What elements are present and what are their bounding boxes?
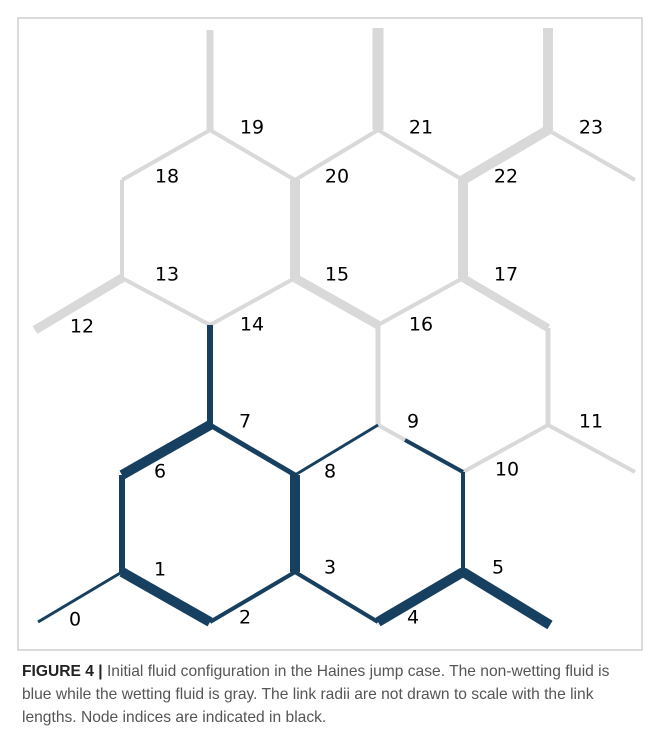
node-label: 11 bbox=[579, 411, 603, 433]
node-label: 14 bbox=[240, 314, 264, 336]
node-label: 6 bbox=[154, 461, 166, 483]
node-label: 7 bbox=[239, 411, 251, 433]
figure-caption: FIGURE 4 | Initial fluid configuration i… bbox=[22, 660, 638, 729]
node-label: 10 bbox=[495, 459, 519, 481]
node-label: 1 bbox=[154, 559, 166, 581]
node-label: 16 bbox=[409, 314, 433, 336]
frame bbox=[17, 17, 643, 651]
node-label: 13 bbox=[155, 264, 179, 286]
node-label: 5 bbox=[492, 557, 504, 579]
node-label: 17 bbox=[494, 264, 518, 286]
node-label: 19 bbox=[240, 117, 264, 139]
node-label: 3 bbox=[324, 557, 336, 579]
node-label: 2 bbox=[239, 607, 251, 629]
figure-label: FIGURE 4 | bbox=[22, 663, 103, 680]
node-label: 15 bbox=[325, 264, 349, 286]
node-labels: 0 1 2 3 4 5 6 7 8 9 10 11 12 13 14 15 16… bbox=[69, 117, 603, 631]
node-label: 18 bbox=[155, 166, 179, 188]
node-label: 22 bbox=[494, 166, 518, 188]
node-label: 20 bbox=[325, 166, 349, 188]
caption-text: Initial fluid configuration in the Haine… bbox=[22, 663, 610, 726]
node-label: 12 bbox=[70, 316, 94, 338]
node-label: 23 bbox=[579, 117, 603, 139]
node-label: 4 bbox=[407, 607, 419, 629]
node-label: 8 bbox=[324, 461, 336, 483]
node-label: 21 bbox=[409, 117, 433, 139]
gray-links bbox=[32, 28, 636, 474]
node-label: 9 bbox=[407, 411, 419, 433]
blue-links bbox=[37, 325, 553, 630]
node-label: 0 bbox=[69, 609, 81, 631]
